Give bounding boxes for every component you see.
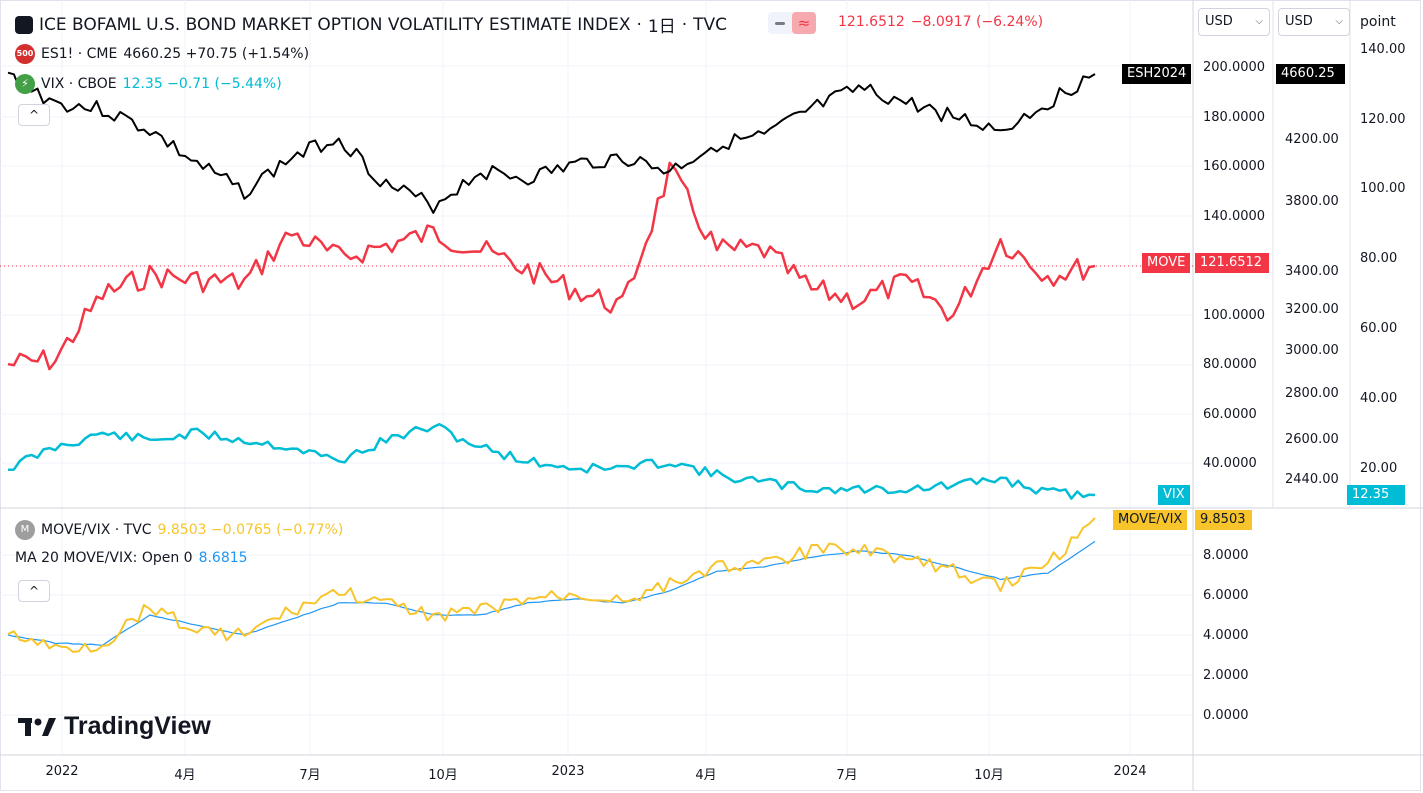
main-last-value: 121.6512 <box>838 14 905 30</box>
x-tick: 7月 <box>836 768 858 783</box>
tradingview-wordmark: TradingView <box>64 712 211 740</box>
move-tick: 60.0000 <box>1203 407 1257 422</box>
x-tick: 2023 <box>551 764 585 779</box>
x-tick: 7月 <box>299 768 321 783</box>
move-series-line <box>7 161 1096 371</box>
approx-icon: ≈ <box>792 12 816 34</box>
move-tick: 80.0000 <box>1203 357 1257 372</box>
es-tick: 3200.00 <box>1285 302 1339 317</box>
es-tick: 4200.00 <box>1285 132 1339 147</box>
vix-tick: 40.00 <box>1360 391 1398 406</box>
toggle-dot-icon <box>775 22 785 25</box>
vix-tick: 120.00 <box>1360 112 1406 127</box>
es-tick: 3000.00 <box>1285 343 1339 358</box>
move-price-badge: 121.6512 <box>1195 253 1269 273</box>
es-contract-badge: ESH2024 <box>1122 64 1192 84</box>
es-series-line <box>7 71 1096 214</box>
ratio-tick: 4.0000 <box>1203 628 1249 643</box>
move-tick: 180.0000 <box>1203 110 1266 125</box>
ma-legend[interactable]: MA 20 MOVE/VIX: Open 0 8.6815 <box>15 550 248 566</box>
vix-legend[interactable]: ⚡ VIX · CBOE 12.35 −0.71 (−5.44%) <box>15 74 282 94</box>
move-label-badge: MOVE <box>1142 253 1191 273</box>
move-tick: 200.0000 <box>1203 60 1266 75</box>
ma20-series-line <box>7 540 1096 646</box>
cboe-logo-icon: ⚡ <box>15 74 35 94</box>
main-values: 121.6512 −8.0917 (−6.24%) <box>838 14 1043 30</box>
chevron-down-icon: ⌵ <box>1335 16 1343 27</box>
currency-select-es[interactable]: USD ⌵ <box>1278 8 1350 36</box>
vix-tick: 60.00 <box>1360 321 1398 336</box>
currency-label: USD <box>1285 14 1313 29</box>
ratio-series-line <box>7 517 1096 653</box>
es-tick: 3400.00 <box>1285 264 1339 279</box>
vix-label-badge: VIX <box>1158 485 1190 505</box>
ratio-tick: 8.0000 <box>1203 548 1249 563</box>
ratio-symbol: MOVE/VIX · TVC <box>41 522 152 538</box>
main-legend: ICE BOFAML U.S. BOND MARKET OPTION VOLAT… <box>15 12 727 37</box>
separator: · <box>636 14 642 35</box>
move-tick: 160.0000 <box>1203 159 1266 174</box>
ratio-tick: 0.0000 <box>1203 708 1249 723</box>
tvc-logo-icon <box>15 15 33 34</box>
ratio-legend[interactable]: M MOVE/VIX · TVC 9.8503 −0.0765 (−0.77%) <box>15 520 343 540</box>
tradingview-logo-icon <box>18 717 56 736</box>
x-tick: 4月 <box>174 768 196 783</box>
move-tick: 40.0000 <box>1203 456 1257 471</box>
chevron-up-icon: ^ <box>28 108 40 122</box>
x-tick: 2024 <box>1113 764 1147 779</box>
chevron-up-icon: ^ <box>28 584 40 598</box>
es-tick: 2440.00 <box>1285 472 1339 487</box>
move-tick: 100.0000 <box>1203 308 1266 323</box>
vix-tick: 80.00 <box>1360 251 1398 266</box>
sp500-logo-icon: 500 <box>15 44 35 64</box>
vix-symbol: VIX · CBOE <box>41 76 117 92</box>
main-interval[interactable]: 1日 <box>647 17 676 37</box>
es-symbol: ES1! · CME <box>41 46 118 62</box>
vix-tick: 100.00 <box>1360 181 1406 196</box>
vix-price-badge: 12.35 <box>1347 485 1405 505</box>
es-tick: 2800.00 <box>1285 386 1339 401</box>
ratio-tick: 2.0000 <box>1203 668 1249 683</box>
currency-select-move[interactable]: USD ⌵ <box>1198 8 1270 36</box>
es-tick: 3800.00 <box>1285 194 1339 209</box>
series-lines <box>7 71 1096 653</box>
es-values: 4660.25 +70.75 (+1.54%) <box>123 46 310 62</box>
main-exchange: TVC <box>693 14 727 35</box>
es-tick: 2600.00 <box>1285 432 1339 447</box>
x-tick: 4月 <box>695 768 717 783</box>
ratio-label-badge: MOVE/VIX <box>1113 510 1188 530</box>
collapse-legend-button[interactable]: ^ <box>18 104 50 126</box>
ratio-price-badge: 9.8503 <box>1195 510 1252 530</box>
x-tick: 10月 <box>974 768 1004 783</box>
x-tick: 2022 <box>45 764 79 779</box>
separator: · <box>681 14 688 35</box>
main-title: ICE BOFAML U.S. BOND MARKET OPTION VOLAT… <box>39 14 631 35</box>
collapse-pane-legend-button[interactable]: ^ <box>18 580 50 602</box>
main-change-value: −8.0917 (−6.24%) <box>910 14 1044 30</box>
unit-label[interactable]: point <box>1360 14 1396 30</box>
ratio-logo-icon: M <box>15 520 35 540</box>
compare-toggle[interactable]: ≈ <box>768 12 816 34</box>
ma-value: 8.6815 <box>198 550 248 566</box>
move-tick: 140.0000 <box>1203 209 1266 224</box>
es-price-badge: 4660.25 <box>1276 64 1345 84</box>
ratio-tick: 6.0000 <box>1203 588 1249 603</box>
es-legend[interactable]: 500 ES1! · CME 4660.25 +70.75 (+1.54%) <box>15 44 309 64</box>
x-tick: 10月 <box>428 768 458 783</box>
vix-values: 12.35 −0.71 (−5.44%) <box>122 76 282 92</box>
tradingview-brand[interactable]: TradingView <box>18 712 211 741</box>
currency-label: USD <box>1205 14 1233 29</box>
ma-label: MA 20 MOVE/VIX: Open 0 <box>15 550 193 566</box>
vix-series-line <box>7 422 1096 500</box>
vix-tick: 20.00 <box>1360 461 1398 476</box>
vix-tick: 140.00 <box>1360 42 1406 57</box>
chevron-down-icon: ⌵ <box>1255 16 1263 27</box>
ratio-values: 9.8503 −0.0765 (−0.77%) <box>157 522 344 538</box>
